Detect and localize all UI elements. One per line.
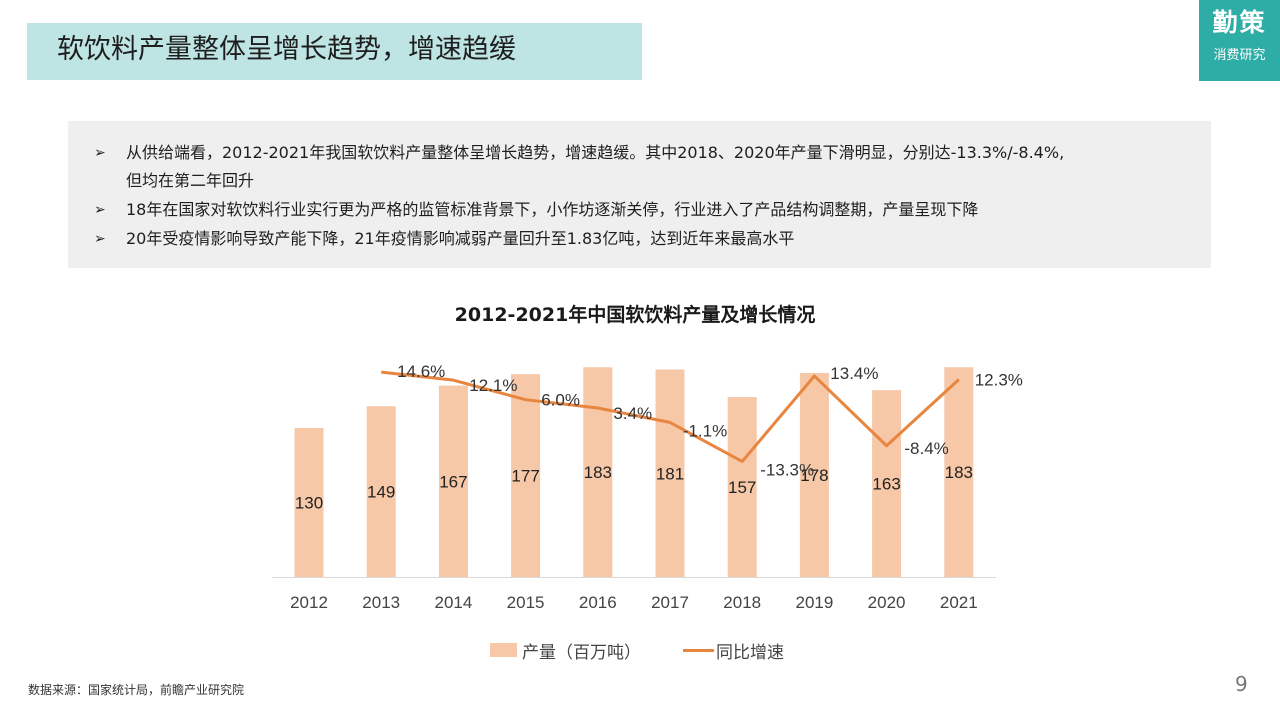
bullet-text: 18年在国家对软饮料行业实行更为严格的监管标准背景下，小作坊逐渐关停，行业进入了… — [126, 200, 979, 219]
logo-sub-text: 消费研究 — [1213, 48, 1266, 63]
growth-value-label-2014: 12.1% — [469, 376, 517, 395]
legend-label-growth: 同比增速 — [716, 643, 784, 663]
bar-value-label-2019: 178 — [800, 466, 828, 485]
summary-box: ➢ 从供给端看，2012-2021年我国软饮料产量整体呈增长趋势，增速趋缓。其中… — [68, 121, 1211, 268]
x-tick-label-2018: 2018 — [723, 593, 761, 612]
arrow-bullet-icon: ➢ — [94, 145, 106, 161]
bar-2016 — [583, 367, 613, 577]
bar-value-label-2017: 181 — [656, 464, 684, 483]
growth-value-label-2013: 14.6% — [397, 362, 445, 381]
bar-2020 — [872, 390, 902, 577]
title-banner: 软饮料产量整体呈增长趋势，增速趋缓 — [27, 23, 642, 80]
bar-value-label-2018: 157 — [728, 478, 756, 497]
bar-value-label-2014: 167 — [439, 472, 467, 491]
growth-value-label-2017: -1.1% — [683, 421, 727, 440]
x-tick-label-2015: 2015 — [507, 593, 545, 612]
x-tick-label-2016: 2016 — [579, 593, 617, 612]
logo-main-text: 勤策 — [1212, 8, 1267, 37]
page-title: 软饮料产量整体呈增长趋势，增速趋缓 — [57, 34, 516, 65]
growth-value-label-2018: -13.3% — [760, 460, 814, 479]
bar-value-label-2013: 149 — [367, 483, 395, 502]
arrow-bullet-icon: ➢ — [94, 202, 106, 218]
bar-2015 — [511, 374, 541, 577]
bar-value-label-2015: 177 — [511, 467, 539, 486]
bar-2014 — [438, 385, 468, 577]
x-tick-label-2021: 2021 — [940, 593, 978, 612]
growth-value-label-2016: 3.4% — [613, 404, 652, 423]
bar-2018 — [727, 397, 757, 577]
bar-value-label-2012: 130 — [295, 494, 323, 513]
x-tick-label-2014: 2014 — [434, 593, 472, 612]
growth-value-label-2019: 13.4% — [830, 364, 878, 383]
bar-2017 — [655, 369, 685, 577]
bar-value-label-2020: 163 — [872, 475, 900, 494]
growth-line — [381, 370, 960, 463]
growth-value-label-2015: 6.0% — [541, 391, 580, 410]
brand-logo: 勤策 消费研究 — [1199, 0, 1280, 81]
bar-2013 — [366, 406, 396, 577]
legend-label-production: 产量（百万吨） — [522, 643, 641, 663]
legend-bar-swatch — [490, 643, 517, 657]
x-tick-label-2019: 2019 — [795, 593, 833, 612]
growth-value-label-2020: -8.4% — [904, 439, 948, 458]
bullet-text: 20年受疫情影响导致产能下降，21年疫情影响减弱产量回升至1.83亿吨，达到近年… — [126, 229, 795, 248]
chart-title: 2012-2021年中国软饮料产量及增长情况 — [454, 304, 816, 326]
x-tick-label-2020: 2020 — [868, 593, 906, 612]
bar-value-label-2016: 183 — [584, 463, 612, 482]
legend-line-swatch — [683, 649, 714, 652]
bar-2021 — [944, 367, 974, 577]
page-number: 9 — [1235, 672, 1248, 696]
bullet-text: 但均在第二年回升 — [126, 171, 255, 190]
x-tick-label-2012: 2012 — [290, 593, 328, 612]
bar-value-label-2021: 183 — [945, 463, 973, 482]
bullet-text: 从供给端看，2012-2021年我国软饮料产量整体呈增长趋势，增速趋缓。其中20… — [126, 143, 1065, 162]
bar-2019 — [799, 372, 829, 577]
bar-2012 — [294, 428, 324, 577]
x-tick-label-2017: 2017 — [651, 593, 689, 612]
arrow-bullet-icon: ➢ — [94, 231, 106, 247]
x-tick-label-2013: 2013 — [362, 593, 400, 612]
data-source: 数据来源：国家统计局，前瞻产业研究院 — [28, 683, 245, 697]
growth-value-label-2021: 12.3% — [975, 371, 1023, 390]
